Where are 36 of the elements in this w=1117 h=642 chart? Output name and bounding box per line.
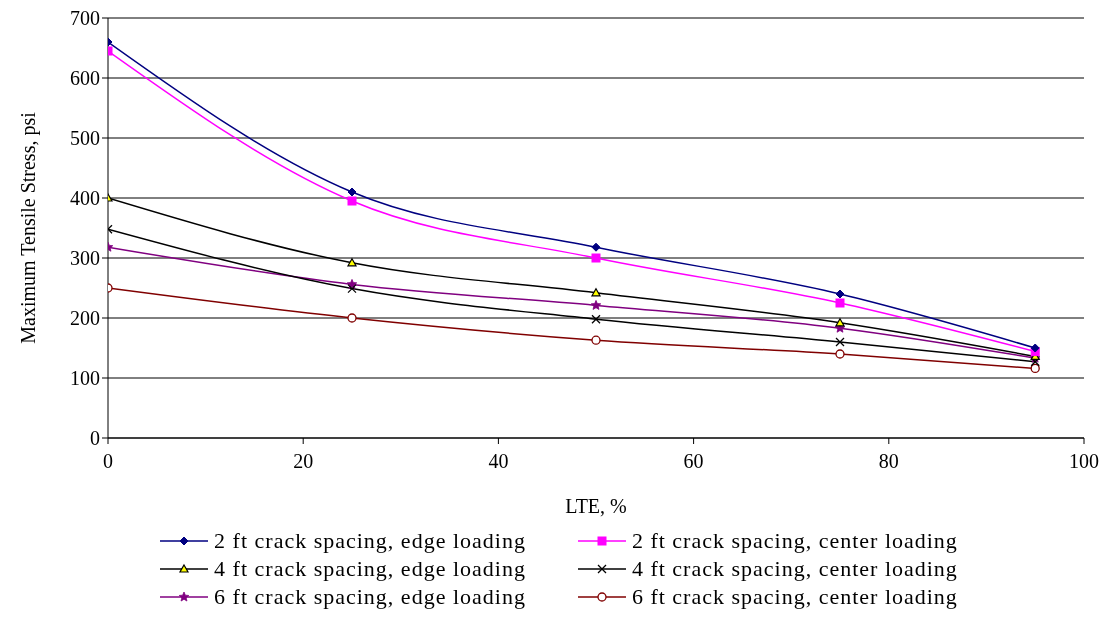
legend-label: 2 ft crack spacing, edge loading	[214, 528, 526, 554]
y-tick-label: 200	[70, 307, 100, 330]
x-tick-label: 20	[293, 450, 314, 473]
y-tick-label: 500	[70, 127, 100, 150]
point	[347, 187, 357, 197]
point	[1030, 363, 1040, 374]
point	[835, 318, 845, 327]
x-tick-label: 80	[878, 450, 899, 473]
x-tick-label: 60	[683, 450, 704, 473]
legend-label: 2 ft crack spacing, center loading	[631, 528, 958, 554]
y-tick-label: 400	[70, 187, 100, 210]
y-tick-label: 300	[70, 247, 100, 270]
legend-label: 4 ft crack spacing, center loading	[631, 556, 958, 582]
point	[835, 289, 845, 299]
point	[590, 300, 602, 310]
x-tick-label: 100	[1069, 450, 1099, 473]
legend-label: 6 ft crack spacing, edge loading	[214, 584, 526, 610]
point	[591, 288, 601, 297]
y-tick-label: 600	[70, 67, 100, 90]
x-axis-title: LTE, %	[565, 495, 627, 517]
point	[835, 298, 845, 308]
point	[347, 313, 357, 323]
y-tick-label: 100	[70, 367, 100, 390]
point	[347, 258, 357, 267]
legend-label: 6 ft crack spacing, center loading	[631, 584, 958, 610]
y-axis-title: Maximum Tensile Stress, psi	[17, 111, 41, 344]
point	[591, 242, 601, 252]
point	[835, 349, 845, 359]
legend-label: 4 ft crack spacing, edge loading	[214, 556, 526, 582]
y-tick-label: 700	[70, 7, 100, 30]
y-tick-label: 0	[90, 427, 100, 450]
point	[591, 253, 601, 263]
point	[347, 196, 357, 206]
point	[591, 335, 601, 345]
x-tick-label: 40	[488, 450, 509, 473]
point	[1030, 343, 1040, 353]
